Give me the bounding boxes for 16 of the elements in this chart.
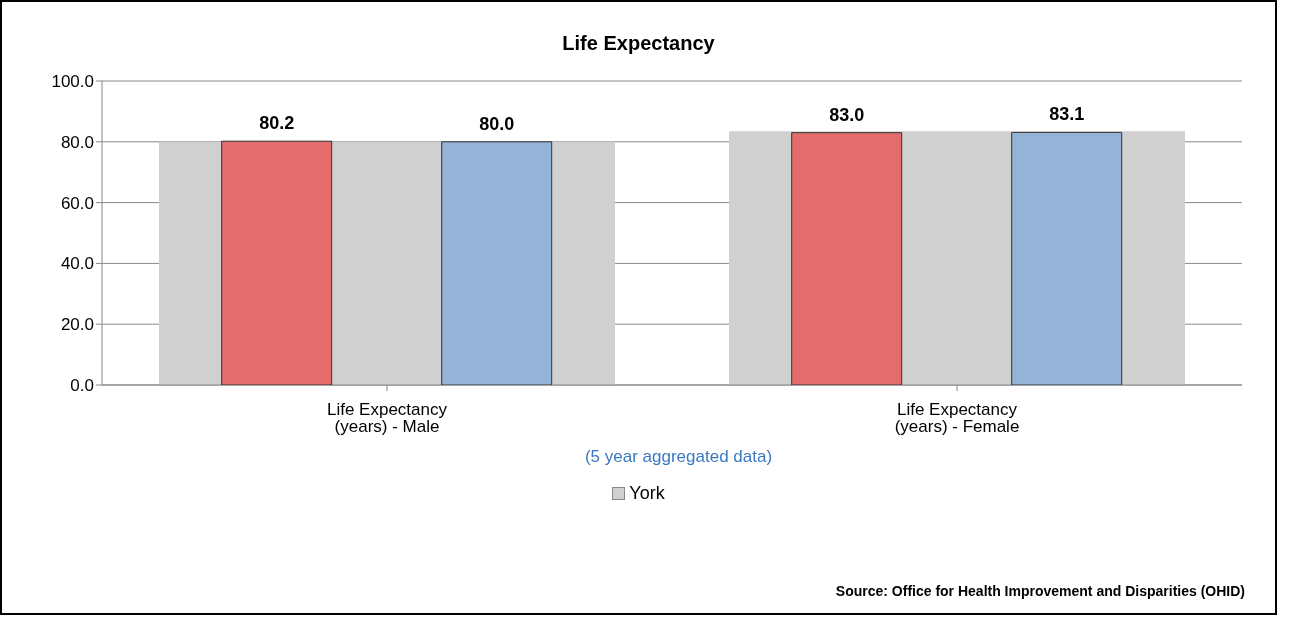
data-label: 83.0 [829, 104, 865, 125]
y-tick-label: 40.0 [60, 254, 94, 274]
y-tick-label: 100.0 [51, 72, 94, 92]
x-axis-title: (5 year aggregated data) [583, 447, 774, 467]
legend-label: York [629, 483, 665, 504]
source-note: Source: Office for Health Improvement and Disparities (OHID) [835, 583, 1245, 599]
data-label: 80.0 [479, 113, 515, 134]
y-tick-label: 80.0 [60, 132, 94, 152]
chart-title: Life Expectancy [561, 32, 716, 55]
data-label: 80.2 [259, 113, 295, 134]
y-tick-label: 0.0 [70, 376, 94, 396]
data-label: 83.1 [1049, 104, 1085, 125]
y-tick-label: 60.0 [60, 193, 94, 213]
y-tick-label: 20.0 [60, 315, 94, 335]
x-tick-label: Life Expectancy (years) - Female [894, 400, 1020, 437]
x-tick-label: Life Expectancy (years) - Male [326, 400, 448, 437]
